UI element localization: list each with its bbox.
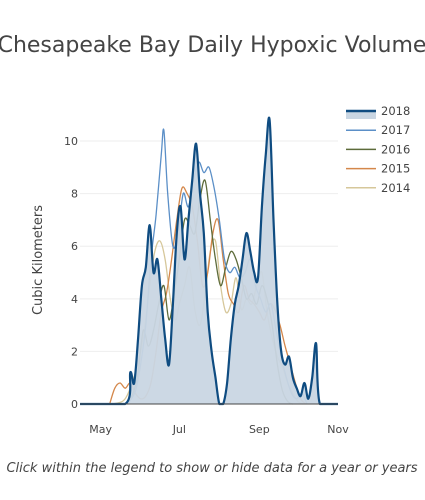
- y-tick-label: 6: [71, 240, 78, 253]
- legend-item-2015[interactable]: 2015: [346, 162, 410, 176]
- grid-lines: [80, 140, 338, 352]
- y-tick-label: 10: [64, 135, 78, 148]
- legend-label: 2014: [381, 181, 410, 195]
- legend-label: 2018: [381, 104, 410, 118]
- y-axis-title: Cubic Kilometers: [31, 205, 46, 315]
- legend-item-2017[interactable]: 2017: [346, 123, 410, 137]
- series-2018-area: [80, 117, 338, 404]
- x-tick-label: Sep: [249, 423, 270, 436]
- axes: 0 2 4 6 8 10 May Jul Sep Nov: [64, 135, 349, 436]
- legend-swatch-fill: [346, 111, 376, 119]
- legend-label: 2017: [381, 123, 410, 137]
- x-tick-label: May: [89, 423, 112, 436]
- series-2018: [79, 116, 338, 406]
- legend-item-2018[interactable]: 2018: [346, 104, 410, 119]
- y-tick-label: 2: [71, 345, 78, 358]
- y-tick-label: 4: [71, 293, 78, 306]
- y-tick-label: 0: [71, 398, 78, 411]
- legend: 2018 2017 2016 2015 2014: [346, 104, 410, 195]
- chart-title: Chesapeake Bay Daily Hypoxic Volume: [0, 33, 425, 58]
- legend-instruction-caption: Click within the legend to show or hide …: [6, 461, 417, 476]
- y-tick-label: 8: [71, 188, 78, 201]
- legend-item-2016[interactable]: 2016: [346, 142, 410, 156]
- legend-item-2014[interactable]: 2014: [346, 181, 410, 195]
- plot-area: [79, 116, 338, 406]
- legend-label: 2016: [381, 142, 410, 156]
- legend-label: 2015: [381, 162, 410, 176]
- x-tick-label: Jul: [172, 423, 186, 436]
- series-2018-line: [79, 116, 338, 406]
- x-tick-label: Nov: [327, 423, 349, 436]
